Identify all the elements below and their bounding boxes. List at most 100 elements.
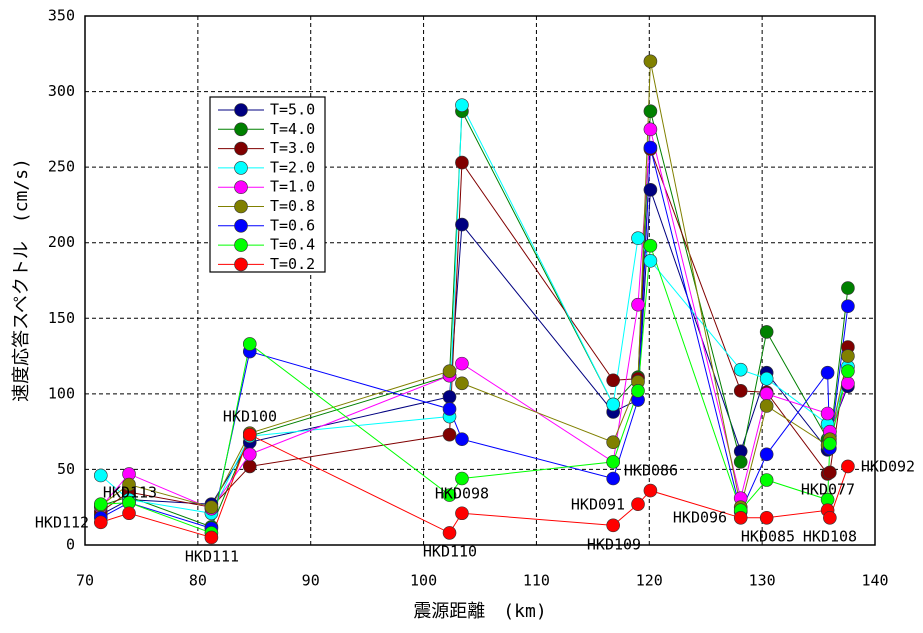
y-tick-label: 350	[48, 7, 75, 25]
legend-label: T=0.2	[270, 255, 315, 273]
point	[455, 376, 469, 391]
station-label: HKD086	[624, 462, 678, 480]
station-label: HKD096	[673, 509, 727, 527]
y-tick-label: 250	[48, 158, 75, 176]
x-tick-label: 120	[636, 572, 663, 590]
point	[643, 254, 658, 268]
point	[204, 500, 219, 515]
x-tick-label: 90	[302, 572, 320, 590]
station-label: HKD110	[423, 543, 477, 561]
point	[643, 122, 658, 137]
legend-label: T=2.0	[270, 158, 315, 176]
legend-marker	[234, 238, 248, 252]
x-tick-label: 100	[410, 572, 437, 590]
point	[643, 483, 658, 498]
legend-marker	[234, 122, 248, 137]
legend-marker	[234, 257, 248, 272]
point	[606, 397, 620, 412]
x-tick-label: 140	[861, 572, 888, 590]
point	[759, 399, 774, 413]
station-label: HKD085	[741, 528, 795, 546]
point	[606, 518, 620, 533]
point	[820, 406, 835, 421]
point	[841, 281, 855, 295]
station-label: HKD108	[803, 528, 857, 546]
point	[94, 497, 108, 511]
station-label: HKD100	[223, 408, 277, 426]
point	[455, 506, 469, 521]
point	[733, 510, 748, 525]
point	[204, 530, 219, 545]
point	[606, 435, 620, 450]
station-label: HKD112	[35, 514, 89, 532]
x-tick-label: 80	[189, 572, 207, 590]
point	[759, 510, 774, 525]
point	[94, 468, 108, 483]
legend-marker	[234, 103, 248, 117]
point	[823, 510, 837, 525]
point	[442, 488, 457, 502]
point	[242, 447, 257, 462]
point	[759, 447, 774, 462]
station-label: HKD113	[103, 484, 157, 502]
station-label: HKD111	[185, 548, 239, 566]
point	[631, 384, 645, 398]
plot-frame	[84, 15, 876, 546]
series-line	[100, 245, 849, 534]
point	[606, 455, 620, 469]
legend-label: T=3.0	[270, 139, 315, 157]
x-tick-label: 130	[749, 572, 776, 590]
series-line	[100, 61, 849, 508]
point	[841, 459, 855, 474]
point	[94, 515, 108, 530]
legend-marker	[234, 199, 248, 214]
point	[643, 104, 658, 119]
point	[455, 98, 469, 112]
point	[631, 297, 645, 312]
y-tick-label: 200	[48, 233, 75, 251]
station-label: HKD092	[861, 458, 915, 476]
legend-marker	[234, 180, 248, 194]
y-tick-label: 50	[57, 460, 75, 478]
legend-label: T=4.0	[270, 120, 315, 138]
point	[733, 455, 748, 469]
legend-label: T=0.8	[270, 197, 315, 215]
point	[841, 349, 855, 363]
station-label: HKD077	[801, 481, 855, 499]
point	[631, 231, 645, 245]
point	[643, 140, 658, 155]
point	[823, 436, 837, 451]
legend-box	[209, 96, 326, 273]
point	[759, 473, 774, 487]
point	[759, 325, 774, 339]
point	[122, 477, 136, 492]
legend-marker	[234, 219, 248, 233]
point	[643, 238, 658, 253]
plot	[94, 54, 855, 545]
point	[820, 365, 835, 380]
x-axis-label: 震源距離 (km)	[413, 601, 546, 622]
y-tick-label: 300	[48, 82, 75, 100]
legend-label: T=5.0	[270, 101, 315, 119]
point	[841, 364, 855, 378]
point	[455, 356, 469, 371]
point	[442, 526, 457, 540]
point	[242, 459, 257, 474]
point	[733, 384, 748, 398]
point	[455, 471, 469, 486]
point	[442, 402, 457, 416]
y-axis-label: 速度応答スペクトル (cm/s)	[11, 158, 32, 402]
point	[442, 427, 457, 442]
point	[733, 362, 748, 377]
legend-label: T=0.4	[270, 236, 315, 254]
series-line	[100, 147, 849, 530]
point	[606, 471, 620, 486]
y-tick-label: 100	[48, 384, 75, 402]
point	[242, 337, 257, 351]
legend-label: T=0.6	[270, 216, 315, 234]
y-tick-label: 150	[48, 309, 75, 327]
point	[606, 373, 620, 388]
x-tick-label: 110	[523, 572, 550, 590]
point	[442, 390, 457, 404]
point	[643, 54, 658, 69]
